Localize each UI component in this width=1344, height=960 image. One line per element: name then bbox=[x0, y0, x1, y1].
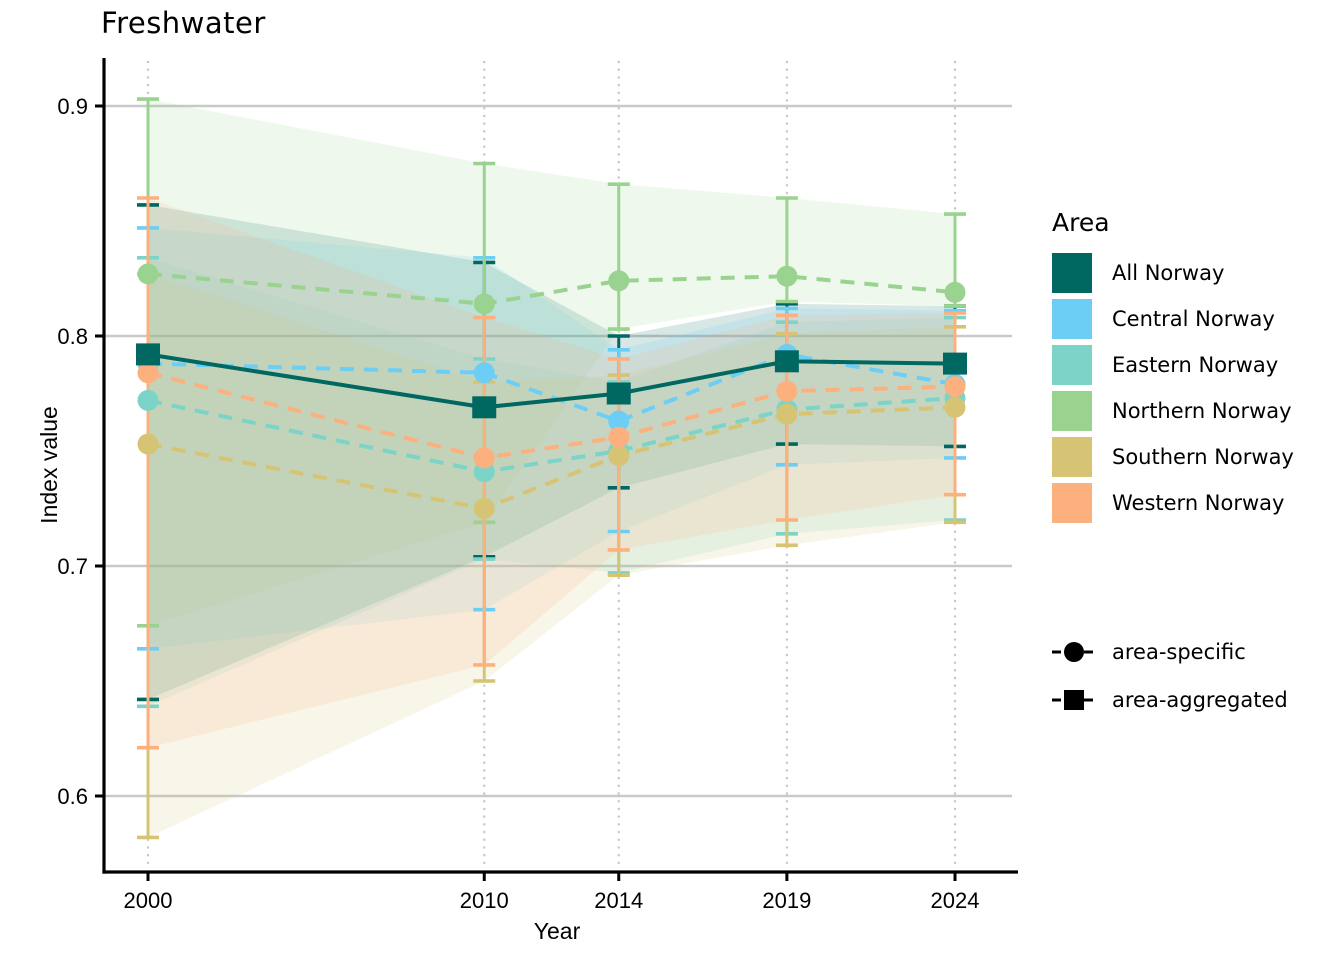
y-tick-label: 0.8 bbox=[57, 324, 88, 349]
data-point-circle bbox=[137, 433, 159, 455]
y-tick-label: 0.6 bbox=[57, 784, 88, 809]
circle-marker-icon bbox=[1052, 642, 1096, 662]
marker-legend-label: area-specific bbox=[1112, 640, 1246, 664]
data-point-circle bbox=[473, 293, 495, 315]
legend-item-western-norway: Western Norway bbox=[1052, 483, 1294, 523]
legend-item-label: Western Norway bbox=[1112, 491, 1285, 515]
data-point-circle bbox=[473, 447, 495, 469]
legend-color-swatch bbox=[1052, 437, 1092, 477]
x-tick-label: 2024 bbox=[931, 888, 980, 913]
data-point-circle bbox=[608, 270, 630, 292]
data-point-circle bbox=[944, 396, 966, 418]
legend-item-area-aggregated: area-aggregated bbox=[1052, 680, 1288, 720]
legend-item-label: Southern Norway bbox=[1112, 445, 1294, 469]
legend-item-label: Central Norway bbox=[1112, 307, 1275, 331]
area-legend: Area All Norway Central Norway Eastern Nor… bbox=[1052, 208, 1294, 529]
x-tick-label: 2014 bbox=[594, 888, 643, 913]
data-point-square bbox=[606, 382, 631, 405]
legend-item-area-specific: area-specific bbox=[1052, 632, 1288, 672]
legend-color-swatch bbox=[1052, 483, 1092, 523]
data-point-circle bbox=[473, 362, 495, 384]
legend-item-northern-norway: Northern Norway bbox=[1052, 391, 1294, 431]
legend-item-eastern-norway: Eastern Norway bbox=[1052, 345, 1294, 385]
legend-title: Area bbox=[1052, 208, 1110, 237]
legend-color-swatch bbox=[1052, 345, 1092, 385]
series-line-central-norway bbox=[147, 352, 956, 424]
legend-item-label: Northern Norway bbox=[1112, 399, 1292, 423]
x-axis-label: Year bbox=[533, 918, 581, 944]
series-line-eastern-norway bbox=[147, 396, 956, 474]
data-point-circle bbox=[776, 380, 798, 402]
data-point-circle bbox=[608, 445, 630, 467]
data-point-circle bbox=[137, 389, 159, 411]
confidence-ribbon bbox=[148, 198, 955, 748]
legend-item-label: Eastern Norway bbox=[1112, 353, 1279, 377]
data-point-circle bbox=[473, 498, 495, 519]
data-point-square bbox=[136, 343, 160, 366]
legend-color-swatch bbox=[1052, 391, 1092, 431]
legend-item-label: All Norway bbox=[1112, 261, 1225, 285]
x-tick-label: 2019 bbox=[762, 888, 811, 913]
confidence-ribbon bbox=[148, 273, 955, 838]
data-point-square bbox=[774, 350, 799, 373]
data-point-circle bbox=[137, 362, 159, 384]
data-point-circle bbox=[137, 263, 159, 285]
data-point-circle bbox=[776, 403, 798, 425]
legend-item-southern-norway: Southern Norway bbox=[1052, 437, 1294, 477]
chart-title: Freshwater bbox=[101, 6, 266, 40]
data-point-square bbox=[943, 352, 967, 375]
series-line-northern-norway bbox=[147, 271, 956, 306]
legend-item-all-norway: All Norway bbox=[1052, 253, 1294, 293]
legend-rows: All Norway Central Norway Eastern Norway No… bbox=[1052, 253, 1294, 523]
x-tick-label: 2010 bbox=[460, 888, 509, 913]
data-point-circle bbox=[776, 265, 798, 287]
data-point-circle bbox=[944, 376, 966, 398]
data-point-circle bbox=[944, 281, 966, 303]
data-point-circle bbox=[608, 410, 630, 432]
x-tick-label: 2000 bbox=[124, 888, 173, 913]
marker-type-legend: area-specific area-aggregated bbox=[1052, 632, 1288, 728]
y-axis-label: Index value bbox=[36, 406, 62, 524]
legend-color-swatch bbox=[1052, 299, 1092, 339]
legend-item-central-norway: Central Norway bbox=[1052, 299, 1294, 339]
confidence-ribbon bbox=[148, 99, 955, 626]
marker-legend-label: area-aggregated bbox=[1112, 688, 1288, 712]
square-marker-icon bbox=[1052, 690, 1096, 710]
legend-color-swatch bbox=[1052, 253, 1092, 293]
data-point-square bbox=[472, 396, 497, 419]
data-point-circle bbox=[608, 426, 630, 448]
y-tick-label: 0.9 bbox=[57, 94, 88, 119]
confidence-ribbon bbox=[148, 204, 955, 700]
freshwater-chart: 0.9 0.8 0.7 0.6 2000 2010 2014 2019 2024 bbox=[57, 58, 1018, 913]
confidence-ribbon bbox=[148, 227, 955, 649]
y-tick-label: 0.7 bbox=[57, 554, 88, 579]
